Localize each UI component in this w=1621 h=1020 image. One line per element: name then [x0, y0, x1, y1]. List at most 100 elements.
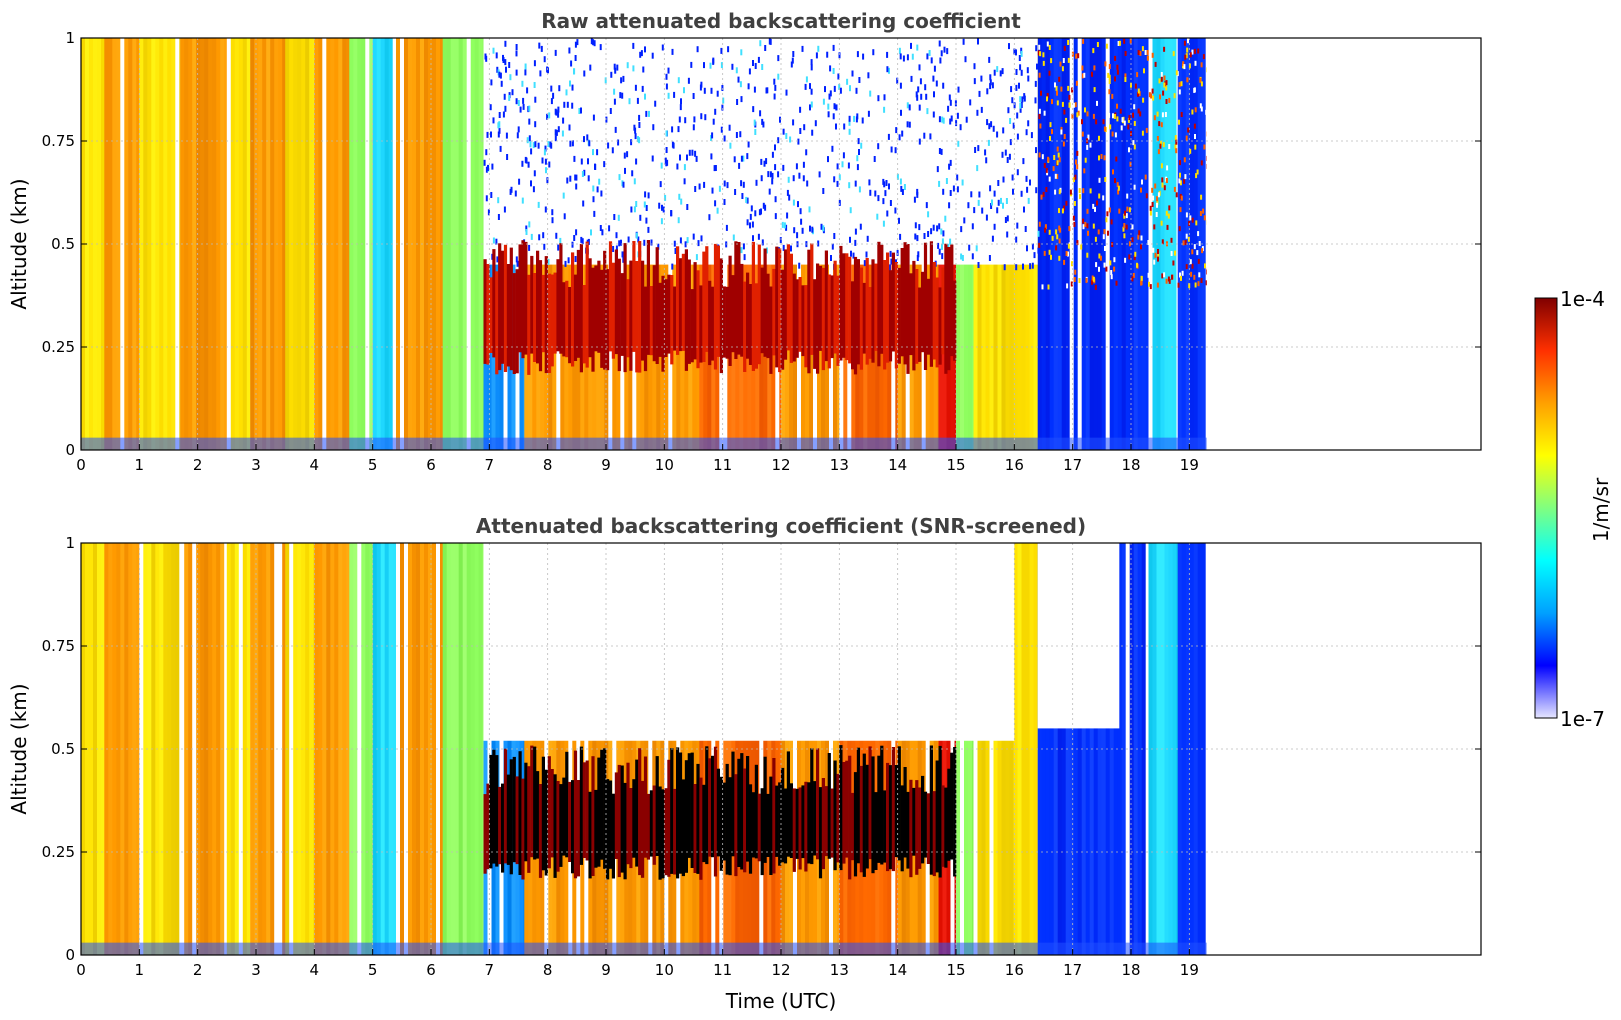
top-noise-speckle [843, 123, 846, 130]
top-noise-speckle [977, 199, 980, 206]
top-noise-speckle [540, 45, 543, 52]
top-noise-speckle [910, 75, 913, 82]
top-noise-speckle [805, 76, 808, 83]
top-noise-speckle [659, 181, 662, 188]
top-noise-speckle [809, 225, 811, 232]
bottom-cloud-column [614, 772, 618, 859]
top-upper-speckle [1170, 237, 1173, 243]
top-noise-speckle [700, 113, 703, 120]
top-upper-speckle [1195, 220, 1198, 226]
top-noise-speckle [800, 218, 803, 225]
top-noise-speckle [858, 77, 861, 83]
top-noise-speckle [798, 262, 801, 269]
top-upper-speckle [1081, 119, 1083, 125]
top-noise-speckle [1002, 176, 1005, 183]
top-noise-speckle [751, 221, 754, 228]
top-noise-speckle [590, 38, 593, 45]
top-upper-speckle [1098, 155, 1100, 161]
bottom-band-7 [326, 543, 331, 955]
top-noise-speckle [704, 114, 707, 121]
top-noise-speckle [890, 258, 893, 265]
top-upper-speckle [1147, 272, 1150, 278]
top-upper-speckle [1076, 112, 1079, 118]
top-upper-speckle [1151, 187, 1154, 193]
top-band-21 [1053, 38, 1058, 450]
bottom-cloud-column [661, 789, 665, 879]
top-upper-speckle [1100, 154, 1103, 159]
top-cloud-column [836, 275, 840, 366]
top-upper-speckle [1158, 78, 1161, 84]
top-noise-speckle [899, 82, 902, 89]
top-band-22 [1148, 38, 1153, 450]
top-upper-speckle [1042, 52, 1045, 58]
top-upper-speckle [1048, 176, 1051, 182]
top-noise-speckle [526, 87, 529, 94]
top-noise-speckle [688, 149, 691, 156]
top-noise-speckle [581, 238, 584, 245]
top-noise-speckle [936, 166, 939, 173]
top-cloud-column [641, 260, 645, 361]
top-noise-speckle [695, 155, 698, 162]
top-noise-speckle [937, 242, 940, 249]
bottom-cloud-column [891, 747, 895, 872]
top-upper-speckle [1082, 38, 1085, 44]
top-band-2 [147, 38, 152, 450]
top-band-21 [1113, 38, 1118, 450]
bottom-band-21 [1117, 543, 1122, 955]
top-noise-speckle [888, 264, 891, 271]
top-band-10 [436, 38, 441, 450]
top-noise-speckle [832, 113, 835, 120]
top-upper-speckle [1160, 163, 1163, 169]
top-band-11 [462, 38, 467, 450]
top-noise-speckle [833, 103, 836, 110]
top-noise-speckle [1015, 264, 1018, 271]
bottom-y-tick-label: 0 [65, 946, 75, 964]
top-upper-speckle [1162, 142, 1165, 148]
top-noise-speckle [678, 116, 681, 123]
top-upper-speckle [1171, 274, 1173, 280]
bottom-band-15 [813, 543, 818, 955]
top-noise-speckle [877, 143, 880, 150]
top-noise-speckle [806, 180, 809, 187]
top-noise-speckle [665, 147, 668, 153]
top-band-8 [353, 38, 358, 450]
top-upper-speckle [1149, 284, 1152, 290]
top-noise-speckle [508, 62, 511, 68]
top-noise-speckle [542, 232, 545, 239]
top-upper-speckle [1152, 95, 1155, 101]
top-noise-speckle [755, 179, 758, 186]
top-cloud-column [944, 243, 948, 374]
bottom-band-11 [478, 543, 483, 955]
top-noise-speckle [561, 130, 564, 137]
bottom-band-12 [511, 543, 516, 955]
top-noise-speckle [571, 241, 574, 248]
bottom-cloud-column [865, 764, 869, 869]
top-noise-speckle [1031, 262, 1034, 269]
top-upper-speckle [1155, 212, 1158, 217]
top-noise-speckle [495, 52, 498, 59]
bottom-band-16 [851, 543, 856, 955]
top-noise-speckle [593, 40, 596, 47]
top-noise-speckle [923, 233, 926, 239]
bottom-band-6 [301, 543, 306, 955]
bottom-cloud-column [591, 756, 595, 876]
bottom-band-12 [523, 543, 525, 955]
top-upper-speckle [1199, 211, 1202, 216]
top-upper-speckle [1137, 50, 1140, 55]
top-upper-speckle [1129, 161, 1132, 167]
top-upper-speckle [1084, 107, 1086, 113]
top-upper-speckle [1182, 240, 1185, 246]
top-noise-speckle [728, 124, 731, 131]
top-noise-speckle [648, 110, 650, 117]
top-cloud-column [541, 274, 545, 353]
top-noise-speckle [599, 44, 602, 51]
top-noise-speckle [946, 48, 949, 55]
top-noise-speckle [786, 189, 789, 196]
top-noise-speckle [993, 223, 996, 230]
top-upper-speckle [1087, 134, 1090, 140]
top-noise-speckle [977, 145, 980, 152]
top-noise-speckle [947, 105, 950, 112]
bottom-x-tick-label: 0 [76, 961, 86, 979]
top-band-23 [1201, 38, 1206, 450]
top-upper-speckle [1191, 249, 1194, 255]
